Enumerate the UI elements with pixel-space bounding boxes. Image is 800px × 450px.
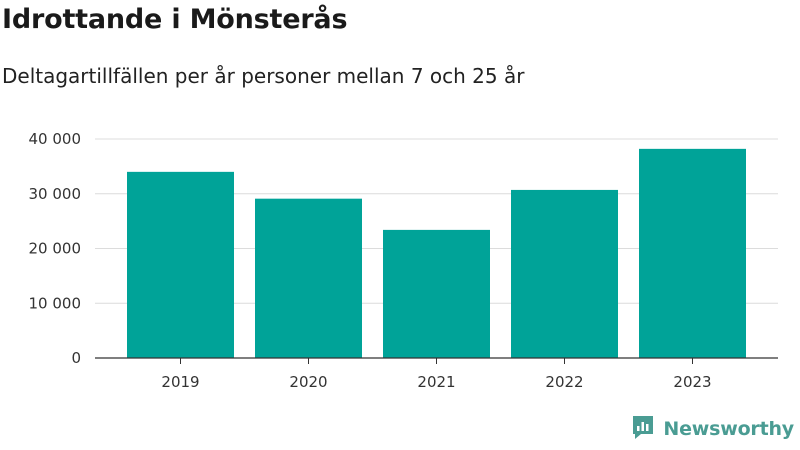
x-tick-label: 2021 <box>417 373 455 391</box>
brand-logo: Newsworthy <box>631 414 794 444</box>
y-tick-label: 30 000 <box>29 185 82 203</box>
chart-subtitle: Deltagartillfällen per år personer mella… <box>2 64 525 88</box>
newsworthy-logo-icon <box>631 414 655 444</box>
bars <box>127 148 746 358</box>
x-tick-label: 2019 <box>161 373 199 391</box>
x-tick-label: 2020 <box>289 373 327 391</box>
x-tick-label: 2023 <box>673 373 711 391</box>
y-tick-label: 20 000 <box>29 240 82 258</box>
chart-title: Idrottande i Mönsterås <box>2 4 348 35</box>
y-tick-label: 40 000 <box>29 130 82 148</box>
bar-2023 <box>639 148 746 358</box>
x-tick-label: 2022 <box>545 373 583 391</box>
bar-2020 <box>255 198 362 358</box>
y-axis-ticks: 0 10 000 20 000 30 000 40 000 <box>29 130 82 367</box>
bar-2019 <box>127 171 234 358</box>
x-axis-ticks: 2019 2020 2021 2022 2023 <box>161 358 712 391</box>
bar-2021 <box>383 229 490 358</box>
y-tick-label: 10 000 <box>29 294 82 312</box>
bar-2022 <box>511 189 618 358</box>
y-tick-label: 0 <box>71 349 81 367</box>
brand-name: Newsworthy <box>663 418 794 440</box>
